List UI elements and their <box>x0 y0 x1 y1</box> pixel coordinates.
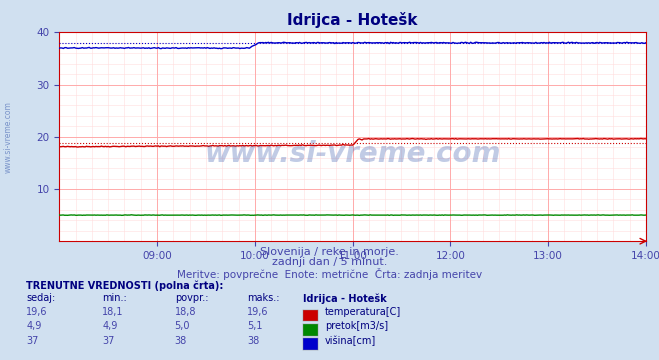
Title: Idrijca - Hotešk: Idrijca - Hotešk <box>287 13 418 28</box>
Text: www.si-vreme.com: www.si-vreme.com <box>204 140 501 167</box>
Text: 18,1: 18,1 <box>102 307 124 317</box>
Text: zadnji dan / 5 minut.: zadnji dan / 5 minut. <box>272 257 387 267</box>
Text: pretok[m3/s]: pretok[m3/s] <box>325 321 388 331</box>
Text: min.:: min.: <box>102 293 127 303</box>
Text: maks.:: maks.: <box>247 293 279 303</box>
Text: 19,6: 19,6 <box>26 307 48 317</box>
Text: 38: 38 <box>247 336 260 346</box>
Text: 37: 37 <box>102 336 115 346</box>
Text: 4,9: 4,9 <box>26 321 42 331</box>
Text: 19,6: 19,6 <box>247 307 269 317</box>
Text: TRENUTNE VREDNOSTI (polna črta):: TRENUTNE VREDNOSTI (polna črta): <box>26 281 224 291</box>
Text: 37: 37 <box>26 336 39 346</box>
Text: 18,8: 18,8 <box>175 307 196 317</box>
Text: Slovenija / reke in morje.: Slovenija / reke in morje. <box>260 247 399 257</box>
Text: višina[cm]: višina[cm] <box>325 336 376 346</box>
Text: 5,0: 5,0 <box>175 321 190 331</box>
Text: 4,9: 4,9 <box>102 321 117 331</box>
Text: 38: 38 <box>175 336 187 346</box>
Text: 5,1: 5,1 <box>247 321 263 331</box>
Text: povpr.:: povpr.: <box>175 293 208 303</box>
Text: Meritve: povprečne  Enote: metrične  Črta: zadnja meritev: Meritve: povprečne Enote: metrične Črta:… <box>177 268 482 280</box>
Text: www.si-vreme.com: www.si-vreme.com <box>3 101 13 173</box>
Text: Idrijca - Hotešk: Idrijca - Hotešk <box>303 293 387 304</box>
Text: sedaj:: sedaj: <box>26 293 55 303</box>
Text: temperatura[C]: temperatura[C] <box>325 307 401 317</box>
